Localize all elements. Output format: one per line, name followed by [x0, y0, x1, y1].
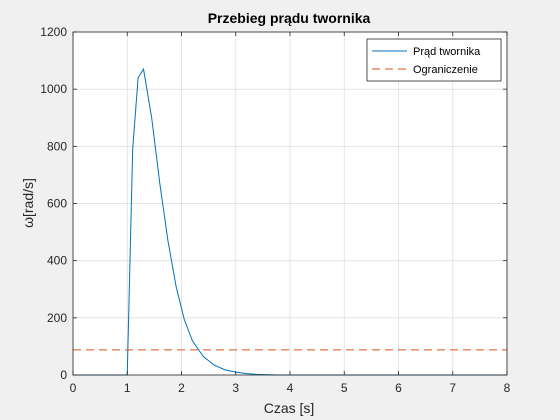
y-axis-label: ω[rad/s] — [20, 178, 36, 228]
legend: Prąd twornika Ograniczenie — [366, 38, 502, 82]
legend-label-2: Ograniczenie — [413, 64, 478, 76]
x-tick-label: 7 — [449, 381, 456, 395]
x-tick-label: 8 — [504, 381, 511, 395]
x-tick-label: 4 — [287, 381, 294, 395]
y-tick-label: 0 — [60, 368, 67, 382]
x-tick-label: 0 — [70, 381, 77, 395]
y-tick-label: 1000 — [40, 82, 67, 96]
x-tick-label: 2 — [178, 381, 185, 395]
y-tick-label: 400 — [47, 254, 67, 268]
legend-label-1: Prąd twornika — [413, 46, 481, 58]
legend-box — [366, 38, 502, 82]
y-tick-label: 1200 — [40, 25, 67, 39]
x-tick-label: 3 — [232, 381, 239, 395]
y-tick-label: 600 — [47, 197, 67, 211]
x-tick-label: 5 — [341, 381, 348, 395]
y-tick-label: 800 — [47, 139, 67, 153]
chart-title: Przebieg prądu twornika — [208, 10, 371, 26]
x-axis-label: Czas [s] — [264, 400, 315, 416]
x-tick-label: 1 — [124, 381, 131, 395]
y-tick-label: 200 — [47, 311, 67, 325]
x-tick-label: 6 — [395, 381, 402, 395]
ticks: 0 1 2 3 4 5 6 7 8 0 200 400 600 800 1000 1200 — [40, 25, 510, 395]
